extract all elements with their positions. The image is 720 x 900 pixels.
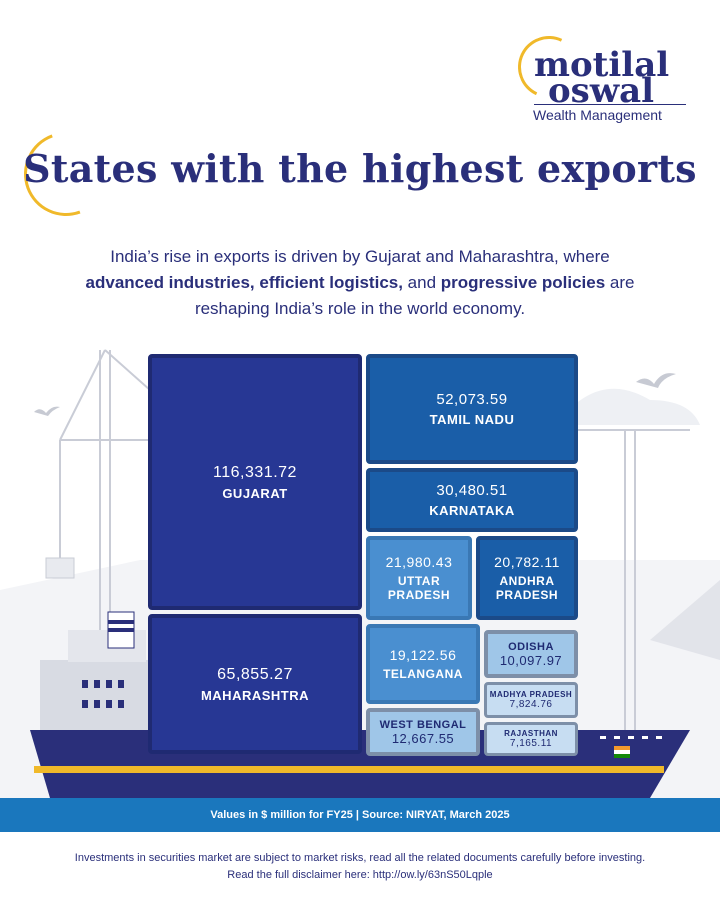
page-title: States with the highest exports [23, 146, 697, 191]
value-label: 65,855.27 [217, 665, 293, 683]
funnel-stripe [108, 628, 134, 632]
value-label: 116,331.72 [213, 463, 297, 481]
logo-divider [534, 104, 686, 105]
value-label: 7,165.11 [509, 738, 553, 749]
treemap-cell-karnataka: 30,480.51 KARNATAKA [366, 468, 578, 532]
state-label: RAJASTHAN [504, 729, 558, 738]
state-label: ANDHRA PRADESH [495, 574, 559, 602]
value-label: 21,980.43 [385, 554, 453, 570]
island-shape [650, 580, 720, 660]
source-band: Values in $ million for FY25 | Source: N… [0, 798, 720, 832]
crane-load-left [45, 557, 75, 579]
intro-text: India’s rise in exports is driven by Guj… [40, 244, 680, 322]
value-label: 10,097.97 [499, 652, 563, 668]
india-flag-icon [614, 746, 630, 758]
cloud-shape [560, 388, 700, 425]
treemap-cell-maharashtra: 65,855.27 MAHARASHTRA [148, 614, 362, 754]
intro-connector: and [402, 273, 441, 292]
value-label: 12,667.55 [391, 730, 455, 746]
state-label: ODISHA [508, 640, 554, 653]
intro-bold-1: advanced industries, efficient logistics… [85, 273, 403, 292]
logo-subtitle: Wealth Management [533, 107, 662, 123]
intro-line-1: India’s rise in exports is driven by Guj… [110, 247, 610, 266]
logo-word-1: motilal [534, 45, 670, 85]
treemap-cell-madhya-pradesh: MADHYA PRADESH 7,824.76 [484, 682, 578, 718]
treemap-cell-odisha: ODISHA 10,097.97 [484, 630, 578, 678]
ship-scene: 116,331.72 GUJARAT 65,855.27 MAHARASHTRA… [0, 330, 720, 800]
disclaimer: Investments in securities market are sub… [0, 850, 720, 884]
bird-icon [636, 373, 676, 388]
treemap-cell-uttar-pradesh: 21,980.43 UTTAR PRADESH [366, 536, 472, 620]
logo-word-2: oswal [548, 71, 655, 111]
state-label: TAMIL NADU [429, 412, 515, 427]
state-label: TELANGANA [383, 667, 463, 681]
hull-portholes [600, 736, 662, 739]
disclaimer-line-1: Investments in securities market are sub… [74, 852, 646, 864]
treemap-cell-rajasthan: RAJASTHAN 7,165.11 [484, 722, 578, 756]
bird-icon [34, 406, 60, 416]
hull-stripe [34, 766, 664, 773]
treemap-cell-west-bengal: WEST BENGAL 12,667.55 [366, 708, 480, 756]
treemap-cell-tamil-nadu: 52,073.59 TAMIL NADU [366, 354, 578, 464]
value-label: 52,073.59 [436, 391, 508, 408]
disclaimer-line-2[interactable]: Read the full disclaimer here: http://ow… [227, 869, 493, 881]
state-label: MADHYA PRADESH [489, 690, 573, 699]
value-label: 20,782.11 [494, 554, 560, 570]
intro-line-2-end: are [605, 273, 635, 292]
state-label: GUJARAT [222, 485, 288, 501]
intro-bold-2: progressive policies [440, 273, 606, 292]
state-label: KARNATAKA [429, 503, 515, 518]
state-label: UTTAR PRADESH [387, 574, 451, 602]
value-label: 7,824.76 [509, 699, 553, 710]
state-label: WEST BENGAL [379, 718, 467, 731]
state-label: MAHARASHTRA [200, 687, 310, 703]
right-crane [560, 429, 690, 750]
cabin-windows [82, 680, 124, 708]
treemap-cell-andhra-pradesh: 20,782.11 ANDHRA PRADESH [476, 536, 578, 620]
value-label: 30,480.51 [436, 482, 508, 499]
treemap-cell-gujarat: 116,331.72 GUJARAT [148, 354, 362, 610]
funnel-stripe [108, 620, 134, 624]
treemap-cell-telangana: 19,122.56 TELANGANA [366, 624, 480, 704]
value-label: 19,122.56 [389, 647, 457, 663]
intro-line-3: reshaping India’s role in the world econ… [194, 299, 526, 318]
